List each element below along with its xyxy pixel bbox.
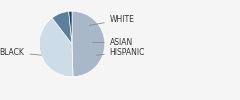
Wedge shape [52,11,72,44]
Text: ASIAN: ASIAN [93,38,133,47]
Wedge shape [39,18,73,77]
Wedge shape [69,11,72,44]
Text: HISPANIC: HISPANIC [96,48,145,57]
Text: BLACK: BLACK [0,48,41,57]
Text: WHITE: WHITE [90,15,135,26]
Wedge shape [72,11,105,77]
